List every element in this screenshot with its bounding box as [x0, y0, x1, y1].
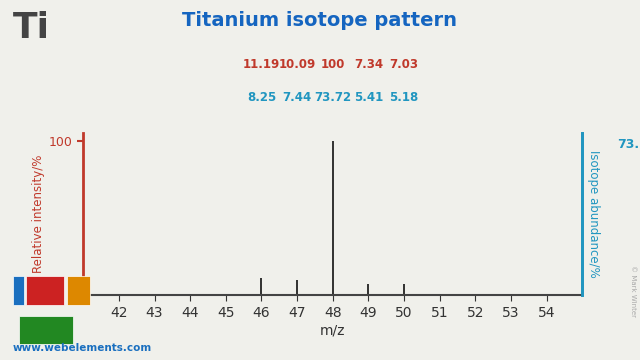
Text: 11.19: 11.19 [243, 58, 280, 71]
Text: Titanium isotope pattern: Titanium isotope pattern [182, 11, 458, 30]
Text: 100: 100 [321, 58, 345, 71]
Text: 10.09: 10.09 [278, 58, 316, 71]
Bar [67, 276, 90, 305]
Bar [13, 276, 24, 305]
Text: Ti: Ti [13, 11, 50, 45]
Bar [26, 276, 64, 305]
Text: 7.03: 7.03 [390, 58, 419, 71]
Text: 7.44: 7.44 [282, 91, 312, 104]
Text: © Mark Winter: © Mark Winter [630, 265, 636, 317]
Text: www.webelements.com: www.webelements.com [13, 343, 152, 353]
Text: 5.41: 5.41 [354, 91, 383, 104]
X-axis label: m/z: m/z [320, 324, 346, 338]
Text: 8.25: 8.25 [247, 91, 276, 104]
Y-axis label: Isotope abundance/%: Isotope abundance/% [587, 150, 600, 278]
Y-axis label: Relative intensity/%: Relative intensity/% [32, 155, 45, 273]
Bar [19, 316, 72, 345]
Text: 73.72: 73.72 [314, 91, 351, 104]
Text: 73.72: 73.72 [618, 138, 640, 150]
Text: 7.34: 7.34 [354, 58, 383, 71]
Text: 5.18: 5.18 [390, 91, 419, 104]
